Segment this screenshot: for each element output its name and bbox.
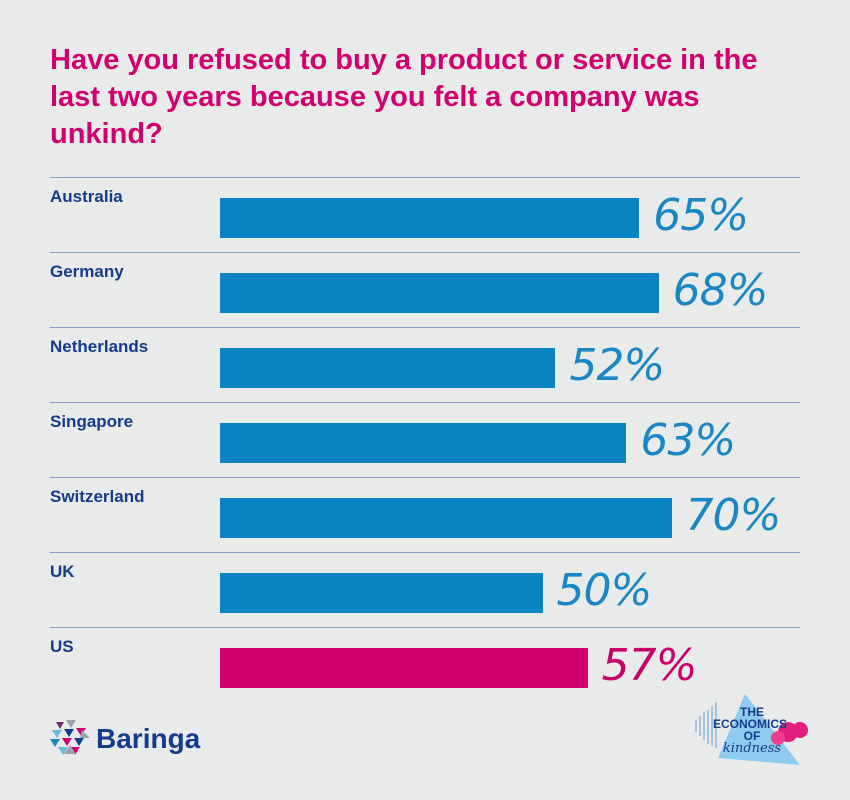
bar bbox=[220, 348, 556, 388]
svg-text:THE: THE bbox=[740, 705, 764, 719]
row-divider bbox=[50, 402, 800, 403]
chart-title: Have you refused to buy a product or ser… bbox=[50, 44, 758, 150]
row-divider bbox=[50, 327, 800, 328]
category-label: Germany bbox=[50, 262, 124, 281]
row-divider bbox=[50, 477, 800, 478]
category-label: Netherlands bbox=[50, 337, 149, 356]
category-label: US bbox=[50, 637, 74, 656]
value-label: 52% bbox=[569, 340, 665, 391]
baringa-logo-icon bbox=[50, 720, 90, 755]
bar bbox=[220, 423, 627, 463]
value-label: 70% bbox=[685, 490, 782, 541]
category-label: Singapore bbox=[50, 412, 134, 431]
svg-text:OF: OF bbox=[744, 729, 761, 743]
svg-text:ECONOMICS: ECONOMICS bbox=[713, 717, 787, 731]
row-divider bbox=[50, 627, 800, 628]
row-divider bbox=[50, 252, 800, 253]
bar bbox=[220, 273, 659, 313]
row-divider bbox=[50, 552, 800, 553]
value-label: 50% bbox=[556, 565, 653, 616]
svg-text:kindness: kindness bbox=[723, 741, 781, 756]
company-name: Baringa bbox=[96, 723, 201, 754]
value-label: 68% bbox=[672, 265, 769, 316]
row-divider bbox=[50, 177, 800, 178]
bar bbox=[220, 648, 588, 688]
category-label: Switzerland bbox=[50, 487, 145, 506]
category-label: Australia bbox=[50, 187, 123, 206]
value-label: 65% bbox=[653, 190, 749, 241]
bar bbox=[220, 498, 672, 538]
value-label: 57% bbox=[601, 640, 698, 691]
bar bbox=[220, 198, 640, 238]
economics-of-kindness-logo: THE ECONOMICS OF kindness bbox=[695, 694, 808, 765]
category-label: UK bbox=[50, 562, 75, 581]
value-label: 63% bbox=[640, 415, 736, 466]
bar bbox=[220, 573, 543, 613]
